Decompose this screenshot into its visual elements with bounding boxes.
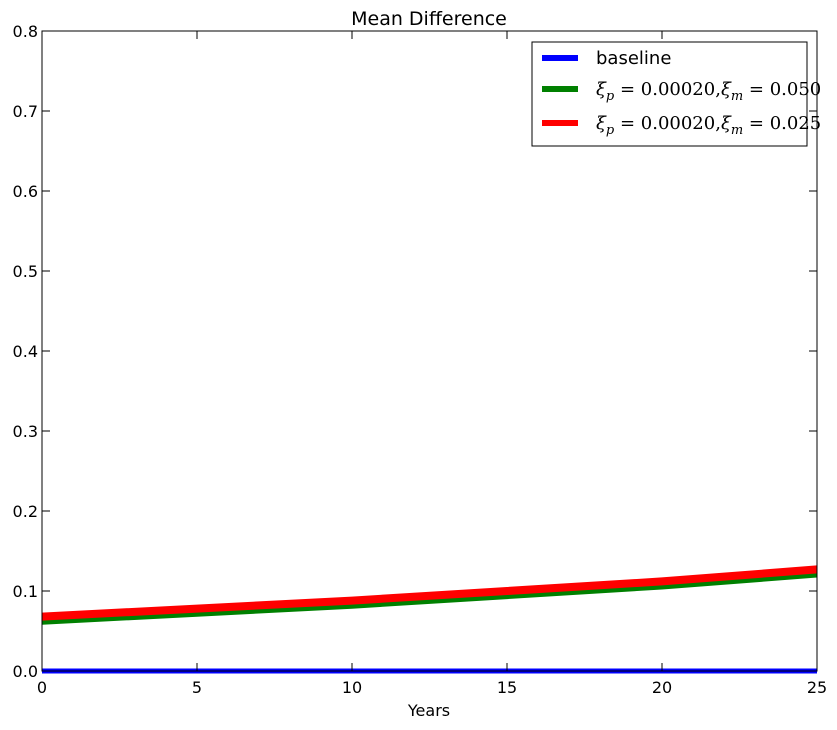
x-tick-label: 25 [807,678,827,697]
series-line-2 [41,565,818,621]
chart-title: Mean Difference [351,8,507,30]
legend-label-2: ξp = 0.00020,ξm = 0.025 [596,113,821,138]
x-tick-label: 5 [192,678,202,697]
x-tick-label: 10 [342,678,362,697]
legend: baseline ξp = 0.00020,ξm = 0.050 ξp = 0.00… [531,41,821,147]
y-tick-label: 0.6 [13,182,38,201]
y-tick-label: 0.0 [13,662,38,681]
x-axis-title: Years [407,701,450,720]
y-tick-label: 0.1 [13,582,38,601]
x-tick-label: 15 [497,678,517,697]
x-tick-label: 0 [37,678,47,697]
legend-label-1: ξp = 0.00020,ξm = 0.050 [596,79,821,104]
legend-label-0: baseline [596,48,671,69]
y-tick-label: 0.7 [13,102,38,121]
y-tick-label: 0.2 [13,502,38,521]
series-line-1 [41,572,818,625]
y-tick-label: 0.5 [13,262,38,281]
x-tick-label: 20 [652,678,672,697]
y-tick-label: 0.8 [13,22,38,41]
plot-area: 0 5 10 15 20 25 0.0 0.1 0.2 0.3 0.4 0.5 0.6 0.7 0.8 [13,22,828,697]
y-tick-label: 0.4 [13,342,38,361]
y-tick-label: 0.3 [13,422,38,441]
